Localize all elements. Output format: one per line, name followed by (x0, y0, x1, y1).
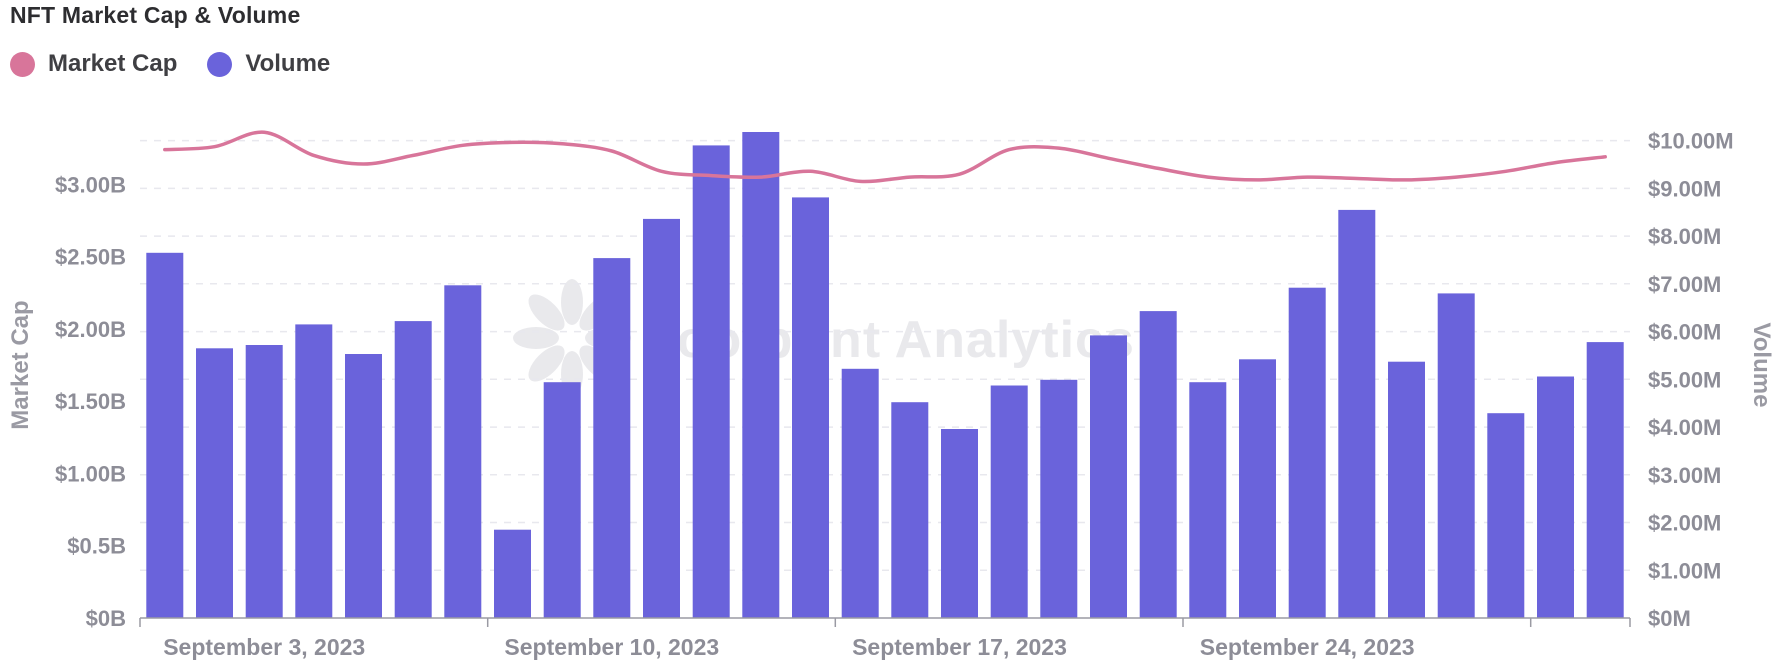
chart-title: NFT Market Cap & Volume (10, 2, 301, 28)
y-axis-label-right: $1.00M (1648, 558, 1721, 583)
y-axis-label-right: $4.00M (1648, 415, 1721, 440)
y-axis-label-right: $7.00M (1648, 272, 1721, 297)
volume-bar[interactable] (196, 348, 233, 618)
volume-bar[interactable] (792, 197, 829, 618)
volume-bar[interactable] (593, 258, 631, 618)
volume-bar[interactable] (1239, 359, 1276, 618)
volume-bar[interactable] (1388, 361, 1425, 618)
volume-bar[interactable] (941, 429, 978, 618)
y-axis-label-left: $0B (86, 606, 126, 631)
x-axis-label: September 3, 2023 (163, 634, 365, 660)
volume-bar[interactable] (841, 368, 879, 618)
right-axis-title: Volume (1748, 323, 1772, 408)
y-axis-label-right: $9.00M (1648, 176, 1721, 201)
y-axis-label-left: $1.50B (55, 389, 126, 414)
legend-item-market-cap[interactable]: Market Cap (10, 50, 177, 78)
volume-bar[interactable] (643, 218, 680, 618)
volume-bar[interactable] (394, 321, 432, 618)
volume-legend-dot (207, 51, 233, 77)
volume-bar[interactable] (891, 402, 929, 618)
y-axis-label-left: $3.00B (55, 172, 126, 197)
volume-bar[interactable] (146, 252, 184, 619)
volume-bar[interactable] (1139, 311, 1177, 618)
volume-bar[interactable] (1090, 335, 1127, 618)
y-axis-label-left: $1.00B (55, 461, 126, 486)
y-axis-label-right: $2.00M (1648, 511, 1721, 536)
volume-bar[interactable] (1537, 376, 1574, 619)
volume-bar[interactable] (692, 145, 730, 618)
volume-bar[interactable] (1437, 293, 1475, 618)
y-axis-label-right: $3.00M (1648, 463, 1721, 488)
legend-item-volume[interactable]: Volume (207, 50, 330, 78)
left-axis-title: Market Cap (7, 300, 34, 429)
volume-bar[interactable] (245, 345, 283, 618)
volume-bar[interactable] (1189, 382, 1227, 618)
x-axis-label: September 10, 2023 (504, 634, 719, 660)
y-axis-label-right: $0M (1648, 606, 1691, 631)
volume-bar[interactable] (1487, 413, 1525, 618)
volume-bar[interactable] (1040, 379, 1078, 618)
y-axis-label-left: $2.00B (55, 317, 126, 342)
x-axis-label: September 24, 2023 (1200, 634, 1415, 660)
market-cap-line[interactable] (163, 130, 1607, 184)
volume-bar[interactable] (742, 132, 780, 618)
y-axis-label-right: $8.00M (1648, 224, 1721, 249)
volume-bar[interactable] (543, 382, 581, 618)
y-axis-label-right: $6.00M (1648, 320, 1721, 345)
y-axis-label-left: $2.50B (55, 245, 126, 270)
volume-bar[interactable] (444, 285, 482, 618)
market-cap-legend-dot (10, 51, 35, 77)
volume-bar[interactable] (295, 324, 333, 618)
y-axis-label-right: $5.00M (1648, 367, 1721, 392)
volume-bar[interactable] (1288, 287, 1326, 618)
volume-bar[interactable] (990, 385, 1028, 619)
y-axis-label-right: $10.00M (1648, 129, 1734, 154)
y-axis-label-left: $0.5B (67, 534, 126, 559)
legend-label-volume: Volume (245, 50, 331, 77)
volume-bar[interactable] (494, 529, 531, 618)
x-axis-label: September 17, 2023 (852, 634, 1067, 660)
volume-bar[interactable] (1586, 342, 1624, 618)
legend: Market Cap Volume (10, 50, 330, 78)
legend-label-market-cap: Market Cap (48, 50, 178, 77)
volume-bar[interactable] (345, 354, 382, 618)
volume-bar[interactable] (1338, 209, 1376, 618)
